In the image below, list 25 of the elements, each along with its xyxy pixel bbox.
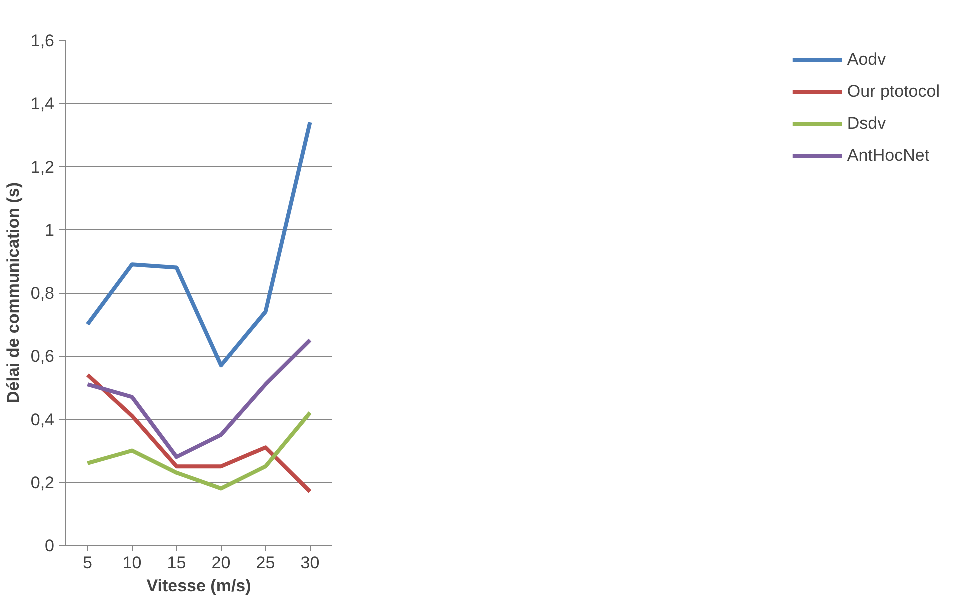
line-series [86,338,312,460]
y-tick-label: 1 [45,220,55,240]
x-tick-label: 5 [83,554,92,572]
x-tick-label: 30 [300,554,320,572]
x-tick-label: 15 [167,554,186,572]
x-tick-label: 20 [212,554,231,572]
y-tick-label: 0 [45,536,55,556]
line-series [86,410,312,491]
y-tick-label: 0,8 [30,284,55,303]
y-tick-label: 0,6 [30,347,55,366]
y-tick-label: 1,6 [30,32,55,50]
legend-label: Aodv [847,50,886,70]
y-tick-label: 1,4 [30,94,55,114]
y-axis-title: Délai de communication (s) [4,182,23,404]
legend-label: Dsdv [847,114,886,134]
y-tick-label: 0,2 [30,473,55,492]
y-tick-label: 1,2 [30,158,55,177]
x-axis-title: Vitesse (m/s) [146,576,252,596]
x-tick-label: 25 [256,554,276,572]
legend-label: Our ptotocol [847,82,940,102]
legend-label: AntHocNet [847,146,930,166]
y-tick-label: 0,4 [30,410,55,430]
line-series [86,120,312,368]
line-series [86,373,312,494]
x-tick-label: 10 [122,554,142,572]
